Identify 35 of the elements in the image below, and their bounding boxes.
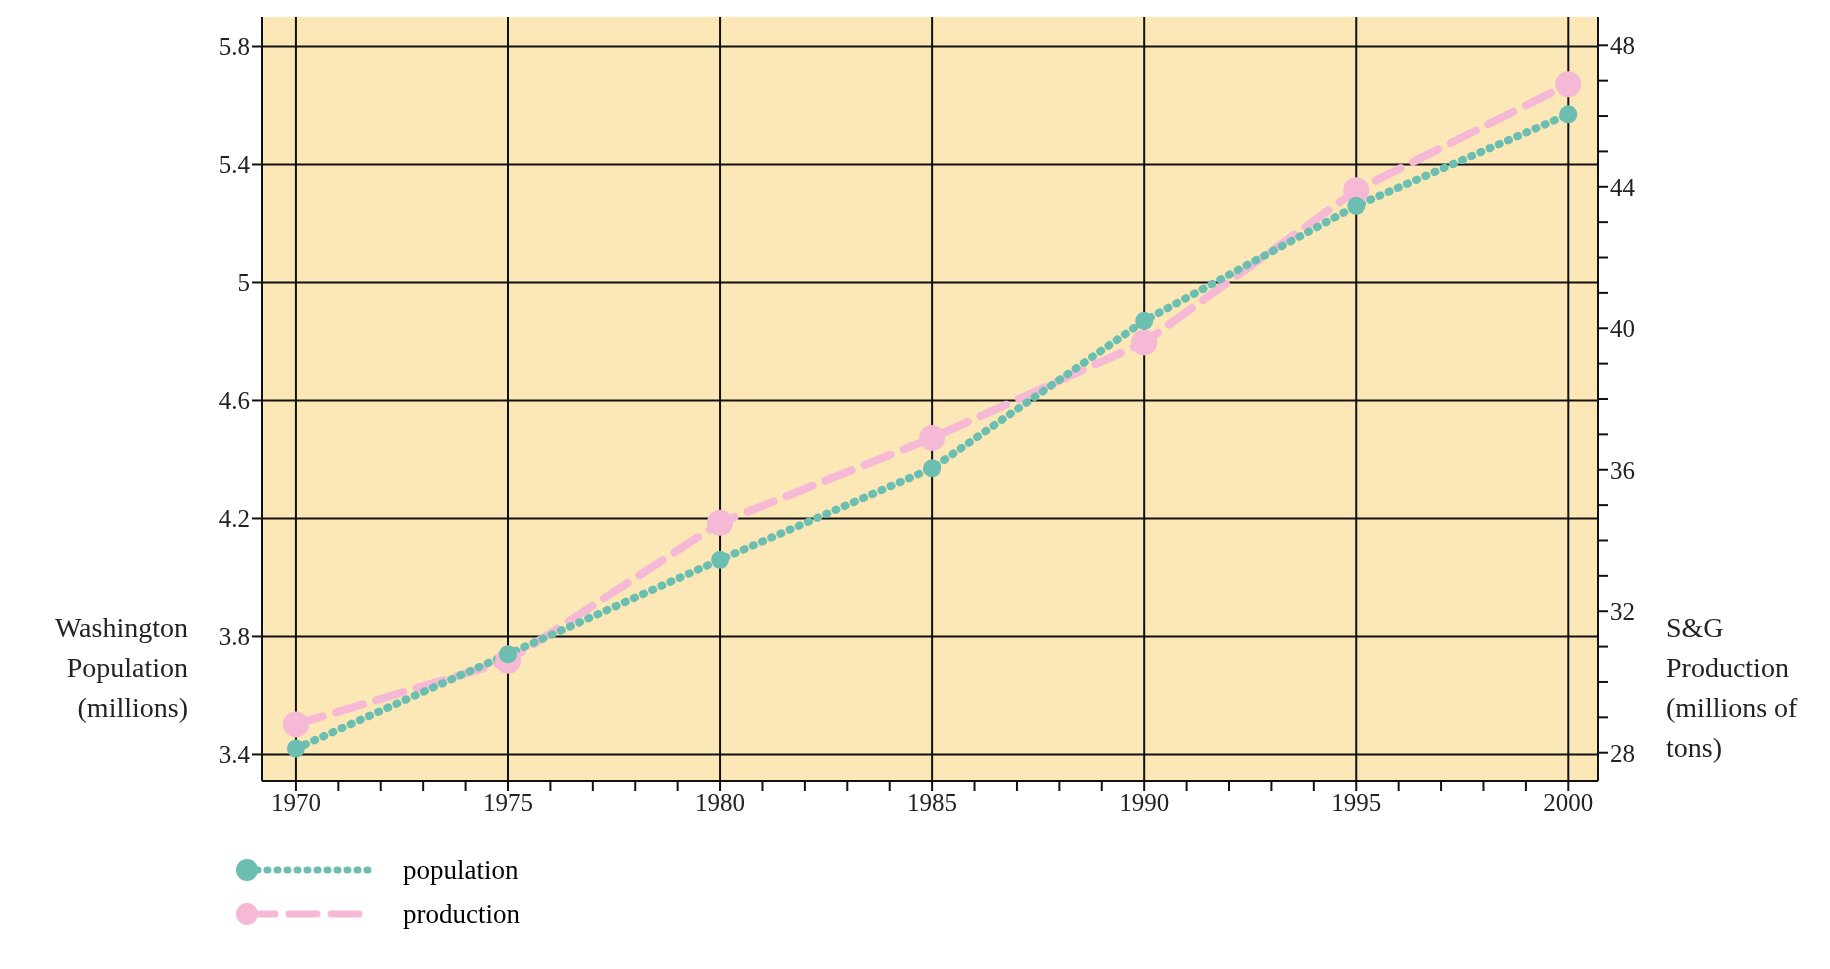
point [282, 711, 309, 738]
y-tick-label: 3.4 [218, 741, 251, 769]
point [711, 550, 730, 569]
y2-tick-label: 40 [1610, 315, 1635, 343]
point [286, 739, 305, 758]
x-tick-label: 1985 [907, 788, 958, 816]
point [1555, 71, 1582, 98]
point [919, 424, 946, 451]
point [1347, 196, 1366, 215]
y-tick-label: 4.2 [218, 505, 250, 533]
y-tick-label: 5.4 [218, 151, 251, 179]
x-tick-label: 1975 [482, 788, 533, 816]
x-tick-label: 1995 [1331, 788, 1382, 816]
point [1135, 311, 1154, 330]
x-tick-label: 1970 [270, 788, 321, 816]
legend-label: population [403, 854, 519, 886]
x-tick-label: 1980 [695, 788, 746, 816]
point [1131, 329, 1158, 356]
y-tick-label: 4.6 [218, 387, 250, 415]
y-tick-label: 5 [237, 269, 250, 297]
x-tick-label: 1990 [1119, 788, 1170, 816]
y2-tick-label: 44 [1610, 173, 1636, 201]
y2-tick-label: 28 [1610, 739, 1635, 767]
y-axis-title: Washington Population (millions) [53, 611, 188, 725]
y2-tick-label: 48 [1610, 32, 1635, 60]
point [707, 509, 734, 536]
point [1559, 105, 1578, 124]
y-tick-label: 5.8 [218, 33, 250, 61]
y-tick-label: 3.8 [218, 623, 250, 651]
y2-axis-title: S&G Production (millions of tons) [1666, 611, 1799, 765]
y2-tick-label: 32 [1610, 598, 1635, 626]
point [923, 459, 942, 478]
x-tick-label: 2000 [1543, 788, 1594, 816]
y2-tick-label: 36 [1610, 456, 1635, 484]
legend-label: production [403, 898, 520, 930]
